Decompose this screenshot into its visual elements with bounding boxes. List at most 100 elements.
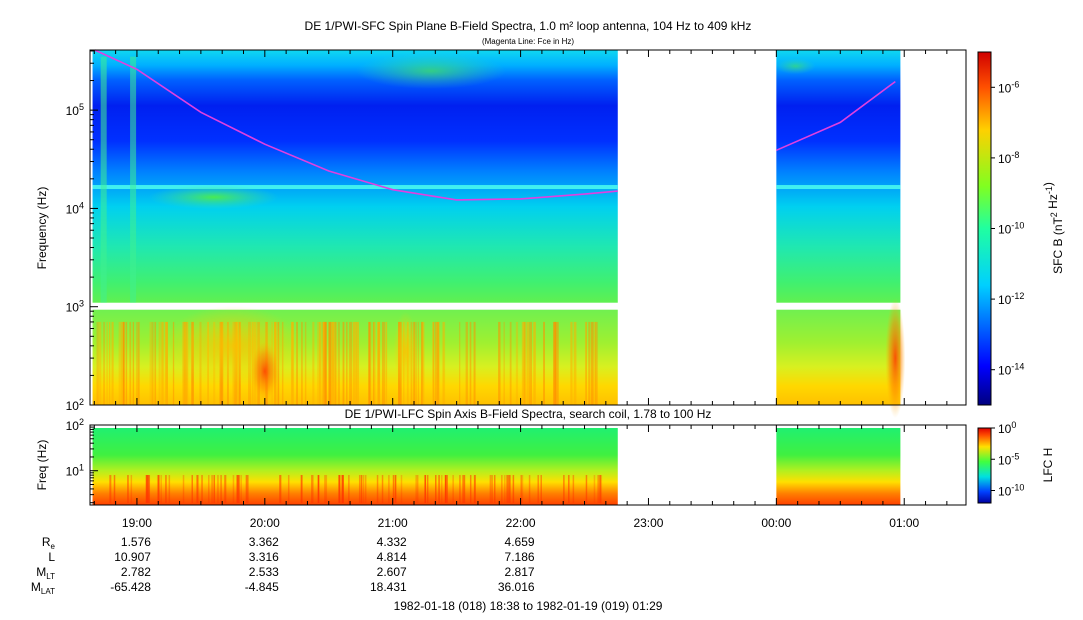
lfc-texture-streak [491,475,493,503]
lfc-texture-streak [585,475,588,503]
lfc-texture-streak [440,475,443,503]
sfc-texture-streak [594,321,598,405]
lfc-texture-streak [245,475,248,503]
lfc-texture-streak [238,475,240,503]
fce-line [94,49,618,201]
lfc-texture-streak [424,475,427,503]
sfc-texture-streak [96,321,99,405]
sfc-y-tick-label: 105 [66,102,84,118]
x-tick-label: 01:00 [889,516,919,530]
sfc-texture-streak [356,321,360,405]
sfc-texture-streak [331,321,335,405]
sfc-texture-streak [136,321,139,405]
sfc-texture-streak [108,321,111,405]
sfc-texture-streak [342,321,345,405]
sfc-texture-streak [585,321,587,405]
lfc-texture-streak [512,475,515,503]
lfc-texture-streak [224,475,226,503]
ephemeris-value: -4.845 [245,580,279,594]
lfc-colorbar-tick-label: 10-5 [998,451,1019,467]
sfc-texture-streak [129,321,132,405]
sfc-texture-streak [352,321,356,405]
sfc-hotspot [885,298,906,419]
sfc-texture-streak [433,321,435,405]
lfc-colorbar-tick-label: 10-10 [998,483,1024,499]
lfc-texture-streak [540,475,542,503]
lfc-texture-streak [376,475,379,503]
lfc-texture-streak [528,475,531,503]
sfc-spectrum-upper-band [776,50,901,303]
sfc-texture-streak [443,321,446,405]
lfc-texture-streak [348,475,350,503]
sfc-colorbar-label: SFC B (nT2 Hz-1) [1041,182,1065,274]
sfc-texture-streak [590,321,593,405]
lfc-spectrum [92,428,618,505]
sfc-texture-streak [385,321,388,405]
lfc-texture-streak [452,475,454,503]
lfc-texture-streak [474,475,476,503]
time-range-caption: 1982-01-18 (018) 18:38 to 1982-01-19 (01… [394,599,663,613]
ephemeris-value: 3.362 [249,535,279,549]
sfc-texture-streak [331,321,334,405]
sfc-chorus-emission [148,185,279,210]
ephemeris-table: Re 1.576 3.362 4.332 4.659 L 10.907 3.316 4.814 7… [31,535,535,596]
sfc-texture-streak [301,321,303,405]
fce-line [775,80,896,152]
lfc-colorbar-label: LFC H [1041,448,1055,483]
lfc-texture-streak [362,475,365,503]
sfc-texture-streak [368,321,372,405]
sfc-texture-streak [151,321,154,405]
lfc-texture-streak [400,475,403,503]
sfc-texture-streak [543,321,545,405]
lfc-texture-streak [446,475,448,503]
lfc-texture-streak [213,475,215,503]
lfc-texture-streak [395,475,397,503]
lfc-texture-streak [444,475,447,503]
sfc-colorbar: 10-14 10-12 10-10 10-8 10-6 [977,51,1024,406]
sfc-texture-streak [368,321,371,405]
lfc-texture-streak [506,475,508,503]
sfc-texture-streak [437,321,440,405]
sfc-texture-streak [570,321,573,405]
lfc-texture-streak [416,475,419,503]
sfc-texture-streak [106,321,108,405]
lfc-texture-streak [279,475,281,503]
sfc-interference-line [92,185,618,190]
sfc-texture-streak [372,321,375,405]
lfc-texture-streak [489,475,492,503]
sfc-texture-streak [377,321,381,405]
x-tick-label: 23:00 [633,516,663,530]
ephemeris-value: -65.428 [110,580,151,594]
ephemeris-value: 2.817 [505,565,535,579]
sfc-texture-streak [382,321,386,405]
lfc-texture-streak [217,475,219,503]
lfc-texture-streak [444,475,447,503]
ephemeris-value: 2.533 [249,565,279,579]
ephemeris-value: 4.332 [377,535,407,549]
x-tick-label: 20:00 [250,516,280,530]
lfc-texture-streak [568,475,570,503]
lfc-texture-streak [600,475,603,503]
sfc-texture-streak [523,321,527,405]
lfc-spectrum [776,428,901,505]
lfc-texture-streak [160,475,162,503]
sfc-texture-streak [465,321,468,405]
sfc-texture-streak [591,321,594,405]
lfc-texture-streak [127,475,129,503]
sfc-broadband-burst [130,56,137,303]
lfc-title: DE 1/PWI-LFC Spin Axis B-Field Spectra, … [345,407,712,421]
lfc-texture-streak [462,475,464,503]
lfc-texture-streak [358,475,361,503]
sfc-texture-streak [421,321,423,405]
lfc-texture-streak [145,475,148,503]
lfc-texture-streak [338,475,340,503]
sfc-texture-streak [417,321,419,405]
sfc-texture-streak [103,321,105,405]
sfc-texture-streak [442,321,444,405]
sfc-warm-region [393,311,418,392]
sfc-spectrogram: 102 103 104 105 [66,49,967,419]
lfc-texture-streak [388,475,390,503]
sfc-texture-streak [118,321,122,405]
sfc-colorbar-tick-label: 10-6 [998,79,1019,95]
